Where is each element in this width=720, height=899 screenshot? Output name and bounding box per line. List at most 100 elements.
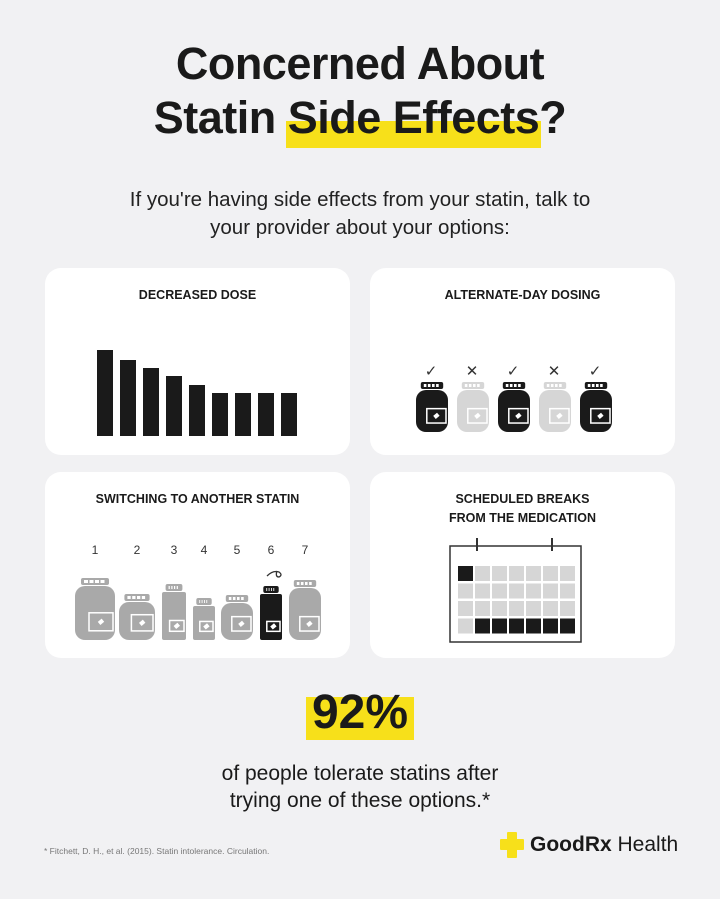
calendar-day-break <box>475 618 490 634</box>
cap-ridge <box>204 600 205 603</box>
bottle-label <box>231 615 252 632</box>
bottle-skipped <box>539 382 571 432</box>
card-scheduled-breaks: SCHEDULED BREAKS FROM THE MEDICATION <box>370 472 675 658</box>
x-icon: ✕ <box>548 363 561 380</box>
bottle-label <box>299 615 320 632</box>
cap-ridge <box>137 596 141 599</box>
card-title: DECREASED DOSE <box>138 288 257 302</box>
statin-number: 2 <box>134 543 141 557</box>
calendar-day <box>458 601 473 616</box>
pill-icon <box>306 620 313 627</box>
statin-number: 1 <box>92 543 99 557</box>
cap-ridge <box>423 384 427 387</box>
calendar-day <box>560 566 575 581</box>
cap-ridge <box>432 384 435 387</box>
card-switching-statin: SWITCHING TO ANOTHER STATIN 1 2 3 4 5 6 7 <box>45 472 350 658</box>
bottle-option <box>193 598 215 640</box>
cap-ridge <box>518 384 521 387</box>
title-line-1: Concerned About <box>175 38 545 89</box>
stat-value: 92% <box>0 685 720 740</box>
cap-ridge <box>505 384 509 387</box>
calendar-day <box>526 601 541 616</box>
bottle-body <box>498 390 530 432</box>
dose-bar <box>258 393 274 436</box>
statin-number: 3 <box>171 543 178 557</box>
bottle-option <box>119 594 155 640</box>
cap-ridge <box>228 597 232 600</box>
stat-caption-line-2: trying one of these options.* <box>229 789 491 812</box>
stat-caption-line-1: of people tolerate statins after <box>221 762 499 785</box>
statin-number: 6 <box>268 543 275 557</box>
cap-ridge <box>266 588 268 591</box>
curved-arrow-icon <box>266 570 282 578</box>
statin-number: 5 <box>234 543 241 557</box>
dose-bar <box>235 393 251 436</box>
cap-ridge <box>141 596 146 599</box>
cap-ridge <box>555 384 558 387</box>
cap-ridge <box>176 586 178 589</box>
cap-ridge <box>268 588 270 591</box>
calendar-day <box>475 583 490 599</box>
cap-ridge <box>305 582 308 585</box>
card-decreased-dose: DECREASED DOSE <box>45 268 350 455</box>
pill-icon <box>97 618 105 625</box>
pill-icon <box>238 620 245 627</box>
bottle-current <box>260 586 282 640</box>
bottle-body <box>260 594 282 640</box>
cap-ridge <box>237 597 240 600</box>
card-title-line-1: SCHEDULED BREAKS <box>455 492 590 506</box>
bottle-label <box>508 407 529 424</box>
calendar-ring <box>476 538 478 551</box>
pill-icon <box>270 623 277 630</box>
cap-ridge <box>273 588 275 591</box>
calendar-day <box>526 583 541 599</box>
cap-ridge <box>206 600 208 603</box>
calendar-day <box>492 566 507 581</box>
cap-ridge <box>132 596 136 599</box>
cap-ridge <box>168 586 170 589</box>
cap-ridge <box>171 586 173 589</box>
bottle-body <box>119 602 155 640</box>
bottle-label <box>549 407 570 424</box>
cap-ridge <box>89 580 94 583</box>
calendar-day <box>509 583 524 599</box>
calendar-day <box>543 566 558 581</box>
cap-ridge <box>95 580 99 583</box>
bottle-taken <box>498 382 530 432</box>
calendar-day <box>475 601 490 616</box>
bottle-option <box>162 584 186 640</box>
calendar-day-break <box>560 618 575 634</box>
stat-caption: of people tolerate statins after trying o… <box>0 760 720 814</box>
bottle-body <box>539 390 571 432</box>
calendar-day <box>458 618 473 634</box>
dose-bar <box>212 393 228 436</box>
pill-icon <box>597 412 604 419</box>
cap-ridge <box>468 384 472 387</box>
citation: * Fitchett, D. H., et al. (2015). Statin… <box>44 846 270 856</box>
bottle-body <box>162 592 186 640</box>
cap-ridge <box>199 600 201 603</box>
calendar-day <box>560 583 575 599</box>
bottle-option <box>289 580 321 640</box>
bottle-body <box>193 606 215 640</box>
bottle-body <box>580 390 612 432</box>
cap-ridge <box>550 384 554 387</box>
calendar-day <box>492 583 507 599</box>
cap-ridge <box>473 384 476 387</box>
dose-bar <box>97 350 113 436</box>
calendar-day <box>526 566 541 581</box>
cap-ridge <box>296 582 300 585</box>
cap-ridge <box>464 384 468 387</box>
cap-ridge <box>600 384 603 387</box>
dose-bar <box>166 376 182 436</box>
card-title: SCHEDULED BREAKS FROM THE MEDICATION <box>370 490 675 528</box>
calendar-day-break <box>543 618 558 634</box>
pill-icon <box>556 412 563 419</box>
calendar-day <box>509 601 524 616</box>
pill-icon <box>433 412 440 419</box>
cap-ridge <box>127 596 131 599</box>
bottle-body <box>221 603 253 640</box>
calendar-day <box>492 601 507 616</box>
cap-ridge <box>477 384 480 387</box>
cap-ridge <box>591 384 595 387</box>
